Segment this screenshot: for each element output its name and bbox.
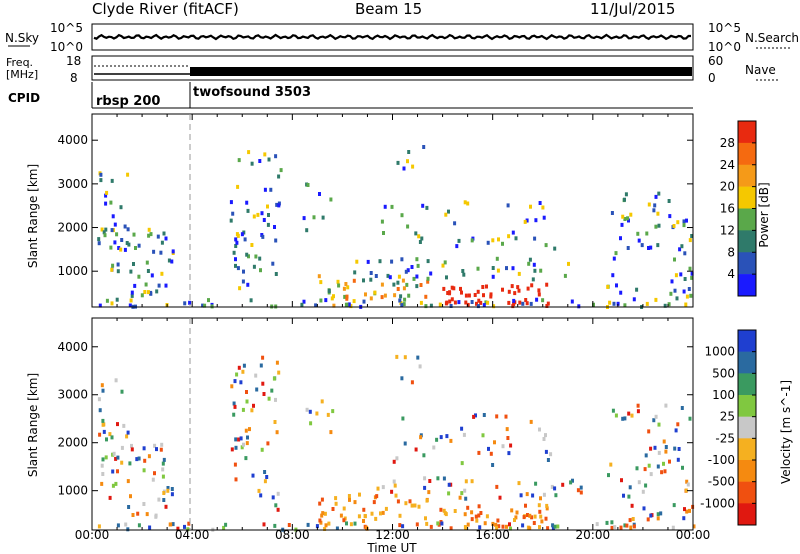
colorbar-swatch — [738, 230, 756, 253]
colorbar-tick-label: 100 — [712, 388, 735, 402]
colorbar-swatch — [738, 395, 756, 417]
x-tick-label: 08:00 — [275, 528, 310, 542]
colorbar-swatch — [738, 142, 756, 166]
colorbar-tick-label: 28 — [720, 136, 735, 150]
y-tick-label: 2000 — [57, 436, 88, 450]
y-tick-label: 2000 — [57, 221, 88, 235]
colorbar-tick-label: -25 — [715, 431, 735, 445]
colorbar-tick-label: 1000 — [704, 345, 735, 359]
nsky-panel: N.Sky 10^5 10^0 10^5 10^0 N.Search — [5, 21, 799, 54]
nsearch-tick-bottom: 10^0 — [708, 40, 741, 54]
colorbar-swatch — [738, 503, 756, 526]
colorbar-tick-label: -100 — [708, 453, 735, 467]
colorbar-swatch — [738, 164, 756, 187]
colorbar-swatch — [738, 330, 756, 352]
nsky-tick-bottom: 10^0 — [50, 40, 83, 54]
nsearch-label: N.Search — [745, 31, 799, 45]
colorbar-tick-label: 8 — [727, 245, 735, 259]
velocity-colorbar-label: Velocity [m s^-1] — [779, 380, 793, 484]
nsearch-tick-top: 10^5 — [708, 21, 741, 35]
nave-tick-top: 60 — [708, 54, 723, 68]
colorbar-tick-label: 500 — [712, 366, 735, 380]
colorbar-swatch — [738, 252, 756, 275]
colorbar-swatch — [738, 186, 756, 209]
freq-panel: Freq. [MHz] 18 8 60 0 Nave — [6, 54, 778, 85]
y-tick-label: 4000 — [57, 340, 88, 354]
velocity-ylabel: Slant Range [km] — [26, 373, 40, 477]
power-ylabel: Slant Range [km] — [26, 164, 40, 268]
cpid-program-0: rbsp 200 — [96, 94, 160, 109]
colorbar-tick-label: 20 — [720, 180, 735, 194]
y-tick-label: 1000 — [57, 264, 88, 278]
colorbar-swatch — [738, 481, 756, 504]
y-tick-label: 3000 — [57, 177, 88, 191]
colorbar-tick-label: 25 — [720, 410, 735, 424]
nave-tick-bottom: 0 — [708, 71, 716, 85]
velocity-colorbar: 1000 500 100 25 -25 -100 -500 -1000 — [700, 329, 757, 526]
nsky-label: N.Sky — [5, 31, 39, 45]
colorbar-swatch — [738, 121, 756, 144]
x-tick-label: 00:00 — [676, 528, 711, 542]
colorbar-tick-label: -500 — [708, 475, 735, 489]
colorbar-swatch — [738, 460, 756, 482]
freq-unit-label: [MHz] — [6, 68, 38, 81]
x-tick-label: 12:00 — [375, 528, 410, 542]
x-tick-label: 00:00 — [75, 528, 110, 542]
colorbar-tick-label: -1000 — [700, 496, 735, 510]
beam-label: Beam 15 — [355, 0, 422, 18]
colorbar-tick-label: 12 — [720, 223, 735, 237]
y-tick-label: 3000 — [57, 388, 88, 402]
colorbar-swatch — [738, 208, 756, 231]
nsky-tick-top: 10^5 — [50, 21, 83, 35]
x-tick-label: 16:00 — [475, 528, 510, 542]
colorbar-swatch — [738, 438, 756, 461]
x-tick-label: 04:00 — [175, 528, 210, 542]
power-colorbar: 4 8 12 16 20 24 28 — [720, 120, 757, 297]
power-heatmap — [97, 145, 694, 309]
power-colorbar-label: Power [dB] — [757, 182, 771, 247]
x-tick-label: 20:00 — [576, 528, 611, 542]
freq-tick-top: 18 — [66, 54, 81, 68]
plot-title: Clyde River (fitACF) — [92, 0, 239, 18]
velocity-panel: Slant Range [km] 1000 2000 3000 4000 1000 50… — [26, 317, 793, 532]
nsky-trace — [93, 33, 691, 41]
date-label: 11/Jul/2015 — [590, 0, 675, 18]
colorbar-swatch — [738, 373, 756, 396]
y-tick-label: 1000 — [57, 484, 88, 498]
cpid-panel: CPID rbsp 200 twofsound 3503 — [8, 82, 693, 109]
x-axis-label: Time UT — [366, 541, 417, 554]
cpid-program-1: twofsound 3503 — [193, 85, 311, 100]
velocity-heatmap — [97, 354, 696, 532]
cpid-label: CPID — [8, 91, 40, 105]
colorbar-tick-label: 16 — [720, 202, 735, 216]
freq-label: Freq. — [6, 56, 33, 69]
nave-label: Nave — [745, 63, 776, 77]
power-panel: Slant Range [km] 1000 2000 3000 4000 4 8 12 16… — [26, 113, 771, 309]
colorbar-swatch — [738, 351, 756, 374]
colorbar-tick-label: 24 — [720, 158, 735, 172]
colorbar-swatch — [738, 274, 756, 297]
freq-tick-bottom: 8 — [70, 71, 78, 85]
colorbar-tick-label: 4 — [727, 267, 735, 281]
colorbar-swatch — [738, 416, 756, 439]
y-tick-label: 4000 — [57, 133, 88, 147]
